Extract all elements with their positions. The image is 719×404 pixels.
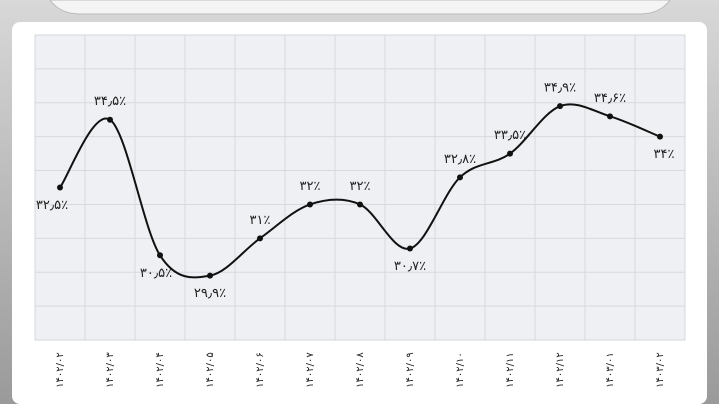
data-label: ۳۲٪: [300, 179, 321, 194]
point: [207, 272, 213, 279]
point: [607, 113, 613, 120]
line: [59, 103, 661, 279]
x-tick-label: ۱۴۰۳/۰۲: [655, 352, 666, 388]
x-tick-label: ۱۴۰۲/۱۱: [505, 352, 516, 388]
data-label: ۳۲٪: [350, 179, 371, 194]
x-tick-label: ۱۴۰۲/۰۶: [255, 352, 266, 388]
x-tick-label: ۱۴۰۲/۱۲: [555, 352, 566, 388]
data-label: ۳۴٪: [654, 147, 675, 162]
data-label: ۳۴٫۵٪: [94, 94, 126, 109]
data-label: ۳۰٫۷٪: [394, 259, 426, 274]
point: [507, 150, 513, 157]
point: [357, 201, 363, 208]
x-tick-label: ۱۴۰۲/۰۷: [305, 352, 316, 388]
data-label: ۳۲٫۵٪: [36, 198, 68, 213]
point: [157, 252, 163, 259]
top-tab: [49, 0, 671, 15]
point: [257, 235, 263, 242]
data-label: ۳۴٫۶٪: [594, 91, 626, 106]
x-tick-label: ۱۴۰۲/۰۴: [155, 352, 166, 388]
data-label: ۳۴٫۹٪: [544, 81, 576, 96]
plot: ۱۴۰۲/۰۲ ۱۴۰۲/۰۳ ۱۴۰۲/۰۴ ۱۴۰۲/۰۵ ۱۴۰۲/۰۶ ۱۴۰۲/…: [35, 35, 685, 388]
plot-area: [34, 34, 686, 341]
x-tick-label: ۱۴۰۲/۰۲: [55, 352, 66, 388]
x-tick-label: ۱۴۰۲/۰۳: [105, 352, 116, 388]
data-label: ۳۲٫۸٪: [444, 152, 476, 167]
point: [107, 116, 113, 123]
x-tick-label: ۱۴۰۲/۱۰: [455, 352, 466, 388]
data-label: ۳۰٫۵٪: [140, 266, 172, 281]
x-tick-label: ۱۴۰۲/۰۸: [355, 352, 366, 388]
x-tick-label: ۱۴۰۳/۰۱: [605, 352, 616, 388]
data-label: ۲۹٫۹٪: [194, 286, 226, 301]
point: [407, 245, 413, 252]
data-label: ۳۳٫۵٪: [494, 128, 526, 143]
data-label: ۳۱٪: [250, 213, 271, 228]
point: [57, 184, 63, 191]
x-tick-label: ۱۴۰۲/۰۹: [405, 352, 416, 388]
point: [557, 103, 563, 110]
point: [657, 133, 663, 140]
point: [457, 174, 463, 181]
point: [307, 201, 313, 208]
x-tick-label: ۱۴۰۲/۰۵: [205, 352, 216, 388]
